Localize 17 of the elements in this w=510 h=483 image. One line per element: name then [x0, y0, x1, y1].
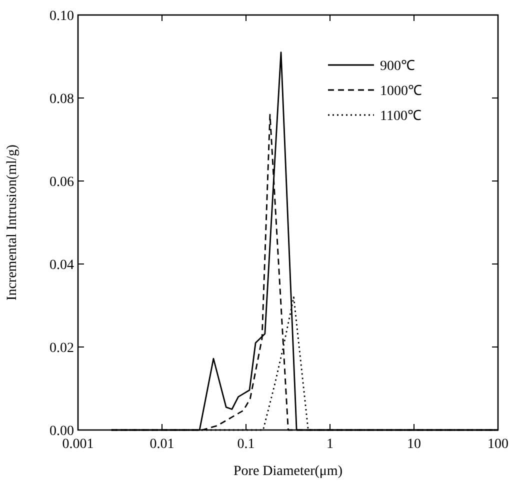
legend-label: 900℃ — [380, 59, 415, 74]
legend-label: 1000℃ — [380, 84, 422, 99]
y-tick-label: 0.08 — [50, 92, 74, 107]
x-tick-label: 0.01 — [150, 437, 174, 452]
x-tick-label: 0.1 — [237, 437, 255, 452]
x-tick-label: 1 — [326, 437, 334, 452]
legend-label: 1100℃ — [380, 109, 422, 124]
x-tick-label: 0.001 — [62, 437, 94, 452]
x-axis-title: Pore Diameter(μm) — [234, 464, 343, 479]
y-tick-label: 0.10 — [50, 9, 74, 24]
y-tick-label: 0.04 — [50, 258, 74, 273]
y-tick-label: 0.00 — [50, 424, 74, 439]
x-tick-label: 100 — [488, 437, 508, 452]
y-tick-label: 0.02 — [50, 341, 74, 356]
y-tick-label: 0.06 — [50, 175, 74, 190]
y-axis-title: Incremental Intrusion(ml/g) — [5, 144, 20, 300]
x-tick-label: 10 — [407, 437, 421, 452]
